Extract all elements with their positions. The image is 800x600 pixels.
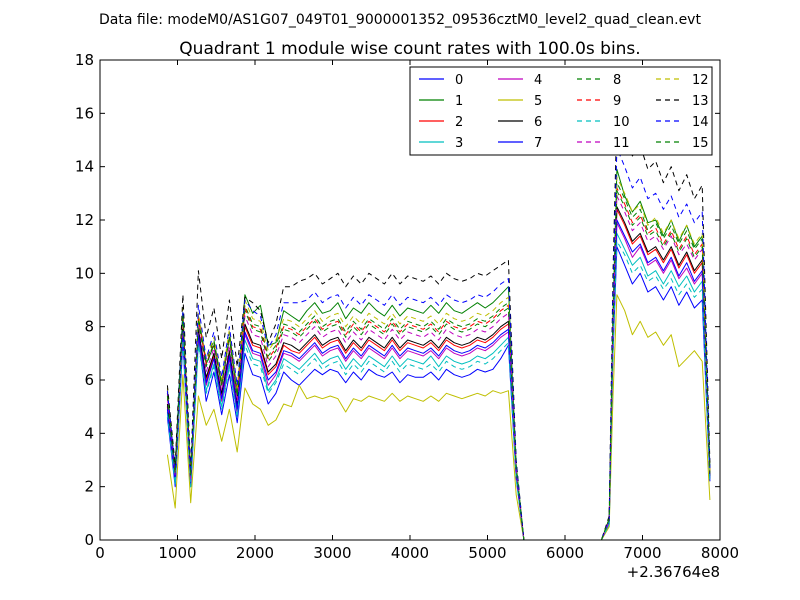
x-tick-label: 3000 [313, 544, 351, 562]
legend-label: 5 [534, 94, 542, 109]
ticks-layer: 0 1000 2000 3000 4000 5000 6000 7000 80000246810… [75, 51, 739, 562]
legend-label: 0 [455, 73, 463, 88]
y-tick-label: 4 [84, 424, 94, 442]
x-tick-label: 0 [95, 544, 105, 562]
series-line-7 [166, 219, 711, 541]
legend-label: 1 [455, 94, 463, 109]
chart-title: Quadrant 1 module wise count rates with … [179, 39, 640, 59]
y-tick-label: 12 [75, 211, 94, 229]
x-tick-label: 6000 [546, 544, 584, 562]
y-tick-label: 18 [75, 51, 94, 69]
series-line-9 [166, 187, 711, 541]
x-tick-label: 5000 [468, 544, 506, 562]
x-offset-label: +2.36764e8 [627, 563, 720, 581]
legend-label: 2 [455, 115, 463, 130]
legend-label: 7 [534, 136, 542, 151]
x-tick-label: 2000 [236, 544, 274, 562]
series-layer [166, 112, 711, 541]
legend-label: 8 [613, 73, 621, 88]
legend-label: 4 [534, 73, 542, 88]
series-line-12 [166, 176, 711, 541]
legend-label: 6 [534, 115, 542, 130]
legend-box [409, 66, 713, 156]
series-line-8 [166, 182, 711, 541]
series-line-14 [166, 147, 711, 541]
series-line-15 [166, 190, 711, 541]
legend-label: 12 [692, 73, 709, 88]
legend-label: 13 [692, 94, 709, 109]
y-tick-label: 6 [84, 371, 94, 389]
series-line-5 [166, 294, 711, 541]
chart-suptitle: Data file: modeM0/AS1G07_049T01_90000013… [99, 12, 701, 28]
x-tick-label: 1000 [158, 544, 196, 562]
series-line-13 [166, 112, 711, 541]
y-tick-label: 10 [75, 264, 94, 282]
y-tick-label: 2 [84, 478, 94, 496]
legend-label: 15 [692, 136, 709, 151]
legend-label: 11 [613, 136, 630, 151]
series-line-6 [166, 206, 711, 541]
legend-label: 14 [692, 115, 709, 130]
y-tick-label: 0 [84, 531, 94, 549]
y-tick-label: 14 [75, 158, 94, 176]
series-line-11 [166, 195, 711, 541]
series-line-2 [166, 208, 711, 541]
series-line-3 [166, 232, 711, 541]
series-line-1 [166, 168, 711, 541]
legend-label: 9 [613, 94, 621, 109]
series-line-4 [166, 222, 711, 541]
x-tick-label: 7000 [623, 544, 661, 562]
y-tick-label: 8 [84, 318, 94, 336]
x-tick-label: 8000 [701, 544, 739, 562]
series-line-0 [166, 246, 711, 541]
legend-label: 10 [613, 115, 630, 130]
series-line-10 [166, 240, 711, 541]
legend-label: 3 [455, 136, 463, 151]
x-tick-label: 4000 [391, 544, 429, 562]
y-tick-label: 16 [75, 104, 94, 122]
